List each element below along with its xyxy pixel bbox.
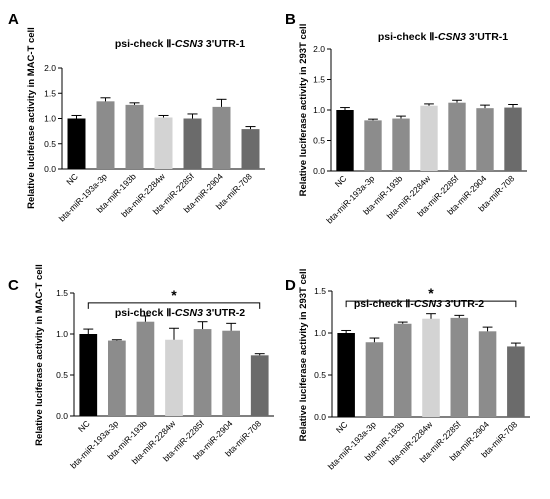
y-tick-label: 2.0 [313, 44, 325, 54]
y-tick-label: 0.0 [314, 412, 326, 422]
bar [241, 129, 260, 169]
chart-title-suffix: 3'UTR-1 [466, 31, 508, 43]
bar [422, 318, 440, 417]
bar [504, 107, 522, 171]
chart-title-prefix: psi-check Ⅱ- [354, 298, 415, 310]
chart-title-gene: CSN3 [438, 31, 466, 43]
panel-letter: A [8, 11, 19, 28]
significance-label: * [428, 285, 434, 301]
bar [136, 321, 155, 416]
bar [476, 108, 494, 171]
significance-bracket [345, 300, 517, 308]
y-tick-label: 1.5 [313, 75, 325, 85]
chart-title-prefix: psi-check Ⅱ- [378, 31, 439, 43]
y-tick-label: 0.5 [314, 370, 326, 380]
y-tick-label: 1.0 [56, 329, 68, 339]
chart-title-prefix: psi-check Ⅱ- [115, 307, 176, 319]
panel-letter: C [8, 277, 19, 294]
y-axis-label: Relative luciferase activity in MAC-T ce… [26, 27, 37, 209]
x-tick-label: NC [64, 171, 80, 187]
y-tick-label: 1.0 [314, 328, 326, 338]
bar [250, 355, 269, 416]
y-tick-label: 1.0 [313, 105, 325, 115]
bar [222, 330, 240, 416]
bar [183, 118, 202, 169]
y-tick-label: 1.5 [314, 286, 326, 296]
y-tick-label: 0.5 [44, 139, 56, 149]
bar [165, 339, 183, 416]
chart-title-suffix: 3'UTR-2 [442, 298, 484, 310]
y-tick-label: 0.0 [313, 166, 325, 176]
y-tick-label: 1.0 [44, 114, 56, 124]
x-tick-label: bta-miR-193a-3p [324, 173, 376, 225]
y-tick-label: 0.0 [44, 164, 56, 174]
chart-title-prefix: psi-check Ⅱ- [115, 38, 176, 50]
chart-title-suffix: 3'UTR-1 [203, 38, 245, 50]
bar [448, 102, 466, 171]
x-tick-label: NC [333, 173, 349, 189]
significance-bracket [87, 302, 261, 309]
y-tick-label: 2.0 [44, 63, 56, 73]
y-tick-label: 1.5 [56, 288, 68, 298]
bar [154, 117, 173, 169]
bar [450, 317, 469, 417]
chart-title: psi-check Ⅱ-CSN3 3'UTR-1 [378, 31, 508, 43]
y-tick-label: 1.5 [44, 88, 56, 98]
chart-title-suffix: 3'UTR-2 [203, 307, 245, 319]
chart-title: psi-check Ⅱ-CSN3 3'UTR-2 [115, 307, 245, 319]
bar [337, 333, 355, 417]
bar [364, 120, 382, 171]
y-axis-label: Relative luciferase activity in 293T cel… [298, 269, 309, 442]
chart-title-gene: CSN3 [175, 38, 203, 50]
bar [478, 331, 497, 417]
y-tick-label: 0.5 [56, 370, 68, 380]
bar [365, 342, 384, 417]
bar [392, 118, 410, 171]
x-tick-label: NC [334, 419, 350, 435]
y-axis-label: Relative luciferase activity in 293T cel… [298, 24, 309, 197]
x-tick-label: NC [76, 418, 92, 434]
panel-letter: B [285, 11, 296, 28]
y-axis-label: Relative luciferase activity in MAC-T ce… [34, 264, 45, 446]
panel-letter: D [285, 277, 296, 294]
bar [108, 340, 126, 416]
significance-label: * [171, 287, 177, 303]
y-tick-label: 0.5 [313, 136, 325, 146]
bar [507, 346, 525, 417]
chart-title: psi-check Ⅱ-CSN3 3'UTR-1 [115, 38, 245, 50]
bar [336, 110, 354, 171]
bar [96, 101, 115, 169]
chart-title-gene: CSN3 [175, 307, 203, 319]
bar [125, 104, 144, 169]
bar [393, 323, 412, 417]
bar [79, 334, 98, 416]
bar [193, 329, 212, 416]
y-tick-label: 0.0 [56, 411, 68, 421]
bar [420, 105, 438, 171]
bar [212, 106, 231, 169]
chart-title: psi-check Ⅱ-CSN3 3'UTR-2 [354, 298, 484, 310]
bar [67, 118, 86, 169]
